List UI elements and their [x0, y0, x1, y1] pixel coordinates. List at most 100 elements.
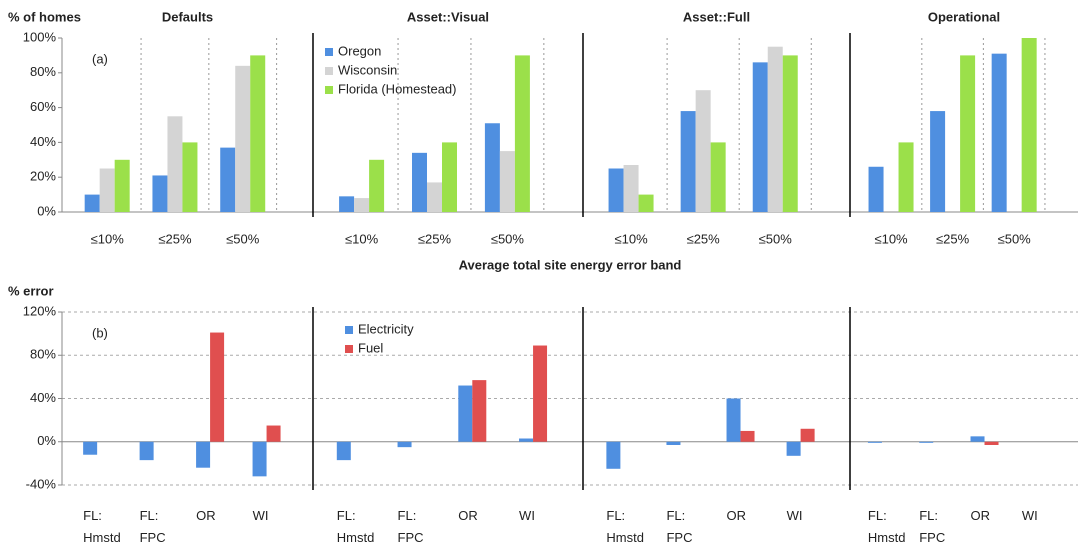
- panel-title: Operational: [928, 9, 1000, 24]
- legend-swatch: [345, 326, 353, 334]
- bar: [800, 428, 815, 442]
- bar: [868, 166, 884, 212]
- legend-swatch: [325, 48, 333, 56]
- x-tick-label: ≤50%: [998, 231, 1032, 246]
- x-tick-label: ≤50%: [226, 231, 260, 246]
- y-tick-label: 40%: [30, 134, 56, 149]
- bar: [250, 55, 266, 213]
- y-tick-label: -40%: [26, 476, 57, 491]
- x-tick-label: ≤10%: [874, 231, 908, 246]
- bar: [167, 116, 183, 212]
- x-tick-label: OR: [458, 508, 478, 523]
- bar: [252, 441, 267, 477]
- bar: [786, 441, 801, 456]
- bar: [991, 53, 1007, 212]
- x-tick-label: OR: [726, 508, 747, 523]
- x-tick-label: ≤50%: [491, 231, 525, 246]
- x-tick-label: WI: [252, 508, 269, 523]
- bar: [442, 142, 457, 212]
- bar: [339, 196, 355, 212]
- y-tick-label: 0%: [37, 433, 56, 448]
- x-tick-label: ≤25%: [687, 231, 721, 246]
- legend-label: Florida (Homestead): [338, 81, 457, 96]
- bar: [533, 345, 548, 442]
- y-tick-label: 40%: [30, 390, 56, 405]
- bar: [970, 436, 985, 442]
- x-tick-label: ≤10%: [614, 231, 648, 246]
- bar: [499, 151, 515, 212]
- bar: [666, 441, 681, 445]
- bar: [623, 165, 639, 212]
- bar: [83, 441, 98, 455]
- x-tick-label: ≤10%: [345, 231, 379, 246]
- bar: [152, 175, 168, 212]
- legend-swatch: [325, 86, 333, 94]
- x-tick-label: FL: Hmstd: [83, 508, 121, 545]
- x-axis-label: Average total site energy error band: [459, 257, 682, 272]
- x-tick-label: ≤10%: [91, 231, 125, 246]
- bar: [220, 147, 236, 212]
- bar: [930, 111, 946, 212]
- bar: [472, 380, 487, 442]
- y-tick-label: 100%: [23, 29, 57, 44]
- bar: [726, 398, 741, 442]
- panel-title: Defaults: [162, 9, 213, 24]
- bar: [919, 441, 934, 443]
- bar: [210, 332, 225, 442]
- bar: [235, 65, 251, 212]
- legend-swatch: [325, 67, 333, 75]
- legend-label: Electricity: [358, 321, 414, 336]
- bar: [354, 198, 370, 212]
- bar: [427, 182, 442, 212]
- y-tick-label: 20%: [30, 169, 56, 184]
- x-tick-label: WI: [519, 508, 535, 523]
- x-tick-label: FL: Hmstd: [606, 508, 644, 545]
- bar: [710, 142, 726, 212]
- legend-label: Fuel: [358, 340, 383, 355]
- bar: [752, 62, 768, 212]
- x-tick-label: FL: FPC: [397, 508, 424, 545]
- y-axis-label: % error: [8, 283, 54, 298]
- y-tick-label: 80%: [30, 64, 56, 79]
- bar: [680, 111, 696, 212]
- bar: [960, 55, 976, 213]
- y-tick-label: 0%: [37, 203, 56, 218]
- bar: [867, 441, 882, 443]
- x-tick-label: FL: Hmstd: [336, 508, 375, 545]
- panel-label: (a): [92, 51, 108, 66]
- x-tick-label: WI: [1021, 508, 1038, 523]
- x-tick-label: FL: FPC: [139, 508, 166, 545]
- bar: [984, 441, 999, 445]
- x-tick-label: ≤50%: [759, 231, 793, 246]
- bar: [514, 55, 530, 213]
- bar: [1021, 38, 1037, 212]
- bar: [638, 194, 654, 212]
- bar: [740, 430, 755, 442]
- bar: [196, 441, 211, 468]
- bar: [606, 441, 621, 469]
- y-tick-label: 80%: [30, 347, 56, 362]
- bar: [898, 142, 914, 212]
- bar: [397, 441, 412, 448]
- x-tick-label: ≤25%: [936, 231, 970, 246]
- bar: [369, 159, 385, 212]
- x-tick-label: OR: [970, 508, 991, 523]
- x-tick-label: FL: FPC: [919, 508, 946, 545]
- x-tick-label: ≤25%: [158, 231, 192, 246]
- legend-swatch: [345, 345, 353, 353]
- bar: [84, 194, 100, 212]
- bar: [519, 438, 534, 442]
- bar: [412, 152, 427, 212]
- x-tick-label: FL: FPC: [666, 508, 693, 545]
- bar: [336, 441, 351, 461]
- bar: [114, 159, 130, 212]
- bar: [182, 142, 198, 212]
- x-tick-label: ≤25%: [418, 231, 452, 246]
- bar: [458, 385, 473, 442]
- y-tick-label: 120%: [23, 303, 57, 318]
- bar: [695, 90, 711, 212]
- bar: [608, 168, 624, 212]
- bar: [767, 46, 783, 213]
